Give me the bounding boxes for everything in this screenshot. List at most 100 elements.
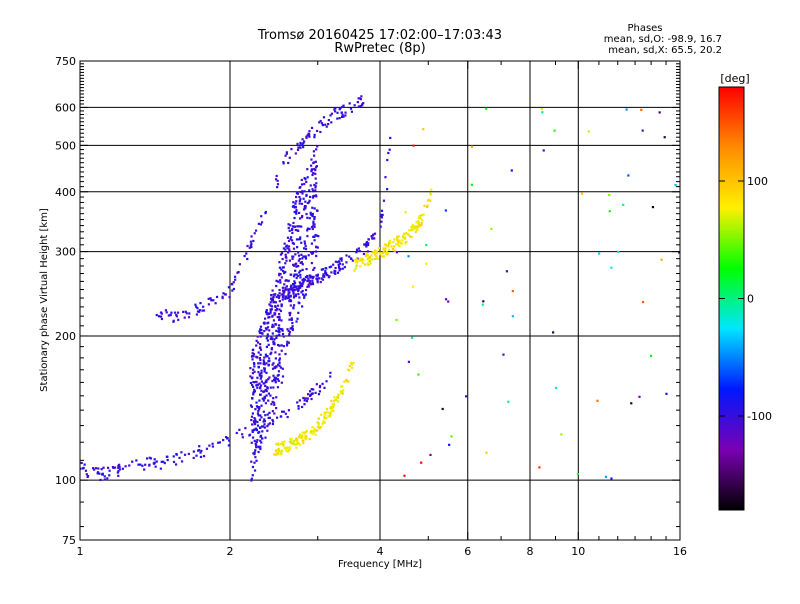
scatter-point [444, 298, 448, 301]
scatter-point [325, 273, 328, 276]
scatter-point [293, 264, 296, 267]
scatter-point [332, 405, 335, 408]
scatter-point [380, 255, 383, 258]
scatter-point [678, 251, 680, 254]
scatter-point [386, 251, 390, 255]
scatter-point [325, 125, 328, 128]
scatter-point [313, 266, 316, 270]
scatter-point [330, 399, 333, 403]
scatter-point [248, 434, 251, 437]
scatter-point [271, 418, 274, 422]
scatter-point [261, 437, 264, 440]
scatter-point [298, 286, 301, 289]
scatter-point [373, 249, 377, 252]
scatter-point [430, 188, 433, 191]
scatter-point [384, 243, 388, 247]
scatter-point [256, 420, 259, 424]
scatter-point [257, 370, 260, 374]
scatter-point [264, 402, 267, 405]
scatter-point [343, 266, 346, 269]
scatter-point [273, 300, 276, 303]
scatter-point [382, 247, 385, 250]
scatter-point [318, 426, 322, 429]
scatter-point [450, 435, 453, 438]
scatter-point [353, 104, 356, 107]
scatter-point [99, 478, 102, 482]
scatter-point [298, 281, 301, 284]
scatter-point [288, 250, 291, 253]
scatter-point [310, 388, 313, 391]
scatter-point [288, 447, 292, 450]
scatter-point [266, 335, 269, 338]
scatter-point [383, 248, 386, 252]
scatter-point [408, 235, 412, 238]
scatter-point [314, 433, 317, 436]
scatter-point [294, 294, 298, 298]
scatter-point [332, 263, 335, 266]
scatter-point [359, 98, 362, 101]
scatter-point [314, 233, 317, 237]
scatter-point [301, 268, 304, 271]
scatter-point [264, 388, 268, 392]
scatter-point [310, 275, 313, 278]
scatter-point [355, 261, 359, 264]
scatter-point [333, 271, 336, 274]
scatter-point [263, 368, 266, 371]
scatter-point [182, 310, 185, 314]
scatter-point [296, 442, 299, 445]
scatter-point [312, 171, 315, 175]
scatter-point [301, 289, 304, 293]
scatter-point [231, 289, 234, 292]
scatter-point [291, 283, 295, 286]
scatter-point [285, 449, 288, 452]
scatter-point [355, 264, 358, 267]
scatter-point [275, 307, 279, 311]
scatter-point [610, 266, 613, 269]
scatter-point [253, 390, 257, 393]
colorbar-tick-label: 0 [747, 293, 754, 306]
scatter-point [316, 281, 319, 284]
scatter-point [100, 468, 103, 471]
scatter-point [297, 238, 300, 241]
scatter-point [310, 158, 313, 161]
scatter-point [281, 332, 285, 336]
scatter-point [177, 318, 180, 321]
scatter-point [265, 328, 268, 331]
scatter-point [320, 277, 323, 280]
scatter-point [281, 442, 284, 446]
scatter-point [192, 456, 195, 460]
scatter-point [292, 439, 295, 443]
scatter-point [426, 199, 430, 202]
scatter-point [407, 255, 410, 258]
scatter-point [313, 161, 316, 164]
scatter-point [165, 311, 168, 314]
scatter-point [328, 275, 331, 278]
scatter-point [234, 278, 237, 281]
scatter-point [507, 400, 510, 403]
scatter-point [102, 466, 105, 469]
scatter-point [371, 251, 374, 254]
scatter-point [370, 235, 373, 238]
scatter-point [263, 420, 267, 423]
scatter-point [418, 225, 421, 228]
scatter-point [341, 267, 344, 270]
scatter-point [250, 441, 253, 444]
scatter-point [202, 455, 206, 458]
scatter-point [252, 393, 255, 396]
scatter-point [304, 438, 307, 441]
scatter-point [274, 312, 277, 315]
scatter-point [482, 300, 485, 303]
scatter-point [301, 143, 304, 146]
scatter-point [415, 221, 418, 224]
scatter-point [256, 438, 259, 442]
scatter-point [276, 374, 279, 377]
scatter-point [252, 348, 255, 351]
scatter-point [262, 359, 265, 362]
scatter-point [311, 426, 314, 429]
scatter-point [254, 229, 258, 232]
scatter-point [269, 352, 272, 356]
scatter-point [117, 464, 120, 467]
scatter-point [294, 253, 297, 256]
scatter-point [152, 462, 155, 465]
scatter-point [155, 313, 158, 317]
